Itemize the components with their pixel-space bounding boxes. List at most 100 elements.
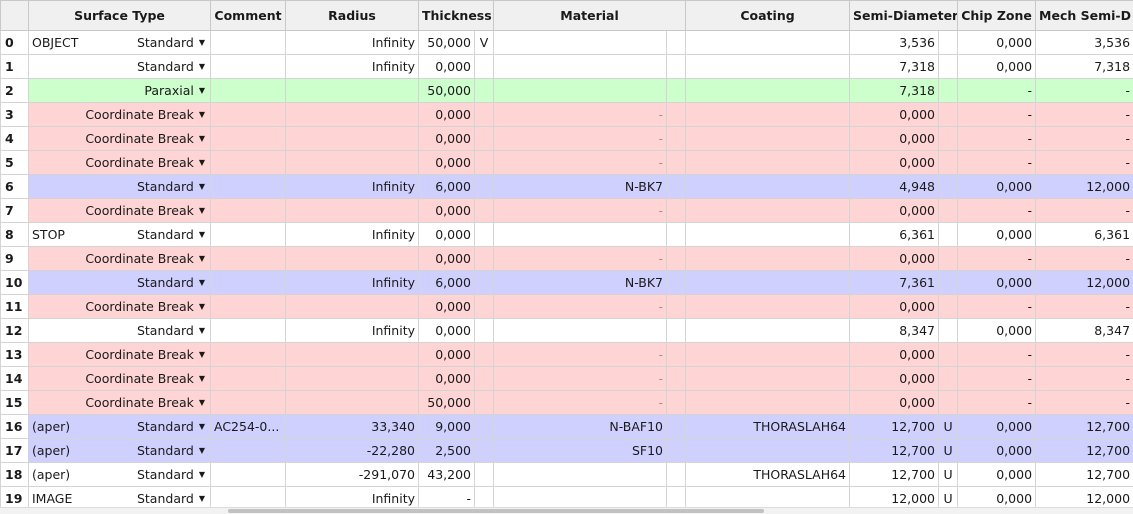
surface-row[interactable]: 11 Coordinate Break ▼ 0,000-0,000- - <box>0 294 1133 319</box>
comment-cell[interactable] <box>210 486 286 511</box>
coating-cell[interactable] <box>685 78 851 103</box>
coating-cell[interactable] <box>685 366 851 391</box>
surface-row[interactable]: 7 Coordinate Break ▼ 0,000-0,000- - <box>0 198 1133 223</box>
material-solve-cell[interactable] <box>666 54 687 79</box>
comment-cell[interactable] <box>210 174 286 199</box>
material-cell[interactable]: - <box>493 366 668 391</box>
mech-semi-diameter-cell[interactable]: 12,000 <box>1035 270 1133 295</box>
mech-semi-diameter-cell[interactable]: - <box>1035 342 1133 367</box>
surface-row[interactable]: 10 Standard ▼ Infinity 6,000 N-BK7 7,361 0,000 1… <box>0 270 1133 295</box>
radius-cell[interactable] <box>285 366 419 391</box>
coating-cell[interactable] <box>685 318 851 343</box>
radius-cell[interactable]: Infinity <box>285 222 419 247</box>
material-cell[interactable]: - <box>493 102 668 127</box>
mech-semi-diameter-cell[interactable]: 8,347 <box>1035 318 1133 343</box>
radius-cell[interactable] <box>285 102 419 127</box>
caret-down-icon[interactable]: ▼ <box>198 230 205 239</box>
chip-zone-cell[interactable]: 0,000 <box>957 270 1037 295</box>
radius-cell[interactable]: Infinity <box>285 270 419 295</box>
comment-cell[interactable] <box>210 102 286 127</box>
radius-cell[interactable] <box>285 78 419 103</box>
corner-cell[interactable] <box>0 0 29 31</box>
comment-cell[interactable] <box>210 294 286 319</box>
radius-cell[interactable] <box>285 126 419 151</box>
material-solve-cell[interactable] <box>666 366 687 391</box>
caret-down-icon[interactable]: ▼ <box>198 62 205 71</box>
surface-type-cell[interactable]: (aper) Standard ▼ <box>28 462 211 487</box>
chip-zone-cell[interactable]: - <box>957 366 1037 391</box>
material-solve-cell[interactable] <box>666 342 687 367</box>
chip-zone-cell[interactable]: - <box>957 126 1037 151</box>
mech-semi-diameter-cell[interactable]: - <box>1035 246 1133 271</box>
thickness-cell[interactable]: 0,000 <box>418 366 475 391</box>
thickness-solve-cell[interactable] <box>473 462 495 487</box>
thickness-cell[interactable]: 43,200 <box>418 462 475 487</box>
surface-type-cell[interactable]: Standard ▼ <box>28 174 211 199</box>
caret-down-icon[interactable]: ▼ <box>198 494 205 503</box>
material-cell[interactable]: - <box>493 126 668 151</box>
caret-down-icon[interactable]: ▼ <box>198 422 205 431</box>
surface-type-cell[interactable]: Coordinate Break ▼ <box>28 102 211 127</box>
thickness-solve-cell[interactable] <box>473 414 495 439</box>
semi-diameter-cell[interactable]: 7,361 <box>849 270 940 295</box>
coating-cell[interactable] <box>685 198 851 223</box>
comment-cell[interactable] <box>210 270 286 295</box>
radius-cell[interactable]: 33,340 <box>285 414 419 439</box>
surface-row[interactable]: 19 IMAGE Standard ▼ Infinity -12,000 U 0,000 12,… <box>0 486 1133 511</box>
semi-diameter-cell[interactable]: 0,000 <box>849 150 940 175</box>
mech-semi-diameter-cell[interactable]: 12,000 <box>1035 486 1133 511</box>
material-cell[interactable]: N-BK7 <box>493 174 668 199</box>
header-radius[interactable]: Radius <box>285 0 419 31</box>
thickness-solve-cell[interactable] <box>473 342 495 367</box>
material-cell[interactable]: N-BAF10 <box>493 414 668 439</box>
header-semi-diameter[interactable]: Semi-Diameter <box>849 0 959 31</box>
comment-cell[interactable]: AC254-0... <box>210 414 286 439</box>
thickness-cell[interactable]: 50,000 <box>418 30 475 55</box>
surface-row[interactable]: 8 STOP Standard ▼ Infinity 0,000 6,361 0,000 6,3… <box>0 222 1133 247</box>
semi-diameter-cell[interactable]: 0,000 <box>849 366 940 391</box>
material-cell[interactable]: SF10 <box>493 438 668 463</box>
chip-zone-cell[interactable]: - <box>957 294 1037 319</box>
material-cell[interactable]: N-BK7 <box>493 270 668 295</box>
surface-number[interactable]: 13 <box>0 342 29 367</box>
chip-zone-cell[interactable]: - <box>957 150 1037 175</box>
material-solve-cell[interactable] <box>666 246 687 271</box>
thickness-cell[interactable]: 0,000 <box>418 222 475 247</box>
chip-zone-cell[interactable]: - <box>957 390 1037 415</box>
coating-cell[interactable] <box>685 222 851 247</box>
semi-diameter-cell[interactable]: 0,000 <box>849 102 940 127</box>
thickness-solve-cell[interactable] <box>473 438 495 463</box>
radius-cell[interactable]: Infinity <box>285 486 419 511</box>
material-solve-cell[interactable] <box>666 414 687 439</box>
comment-cell[interactable] <box>210 222 286 247</box>
mech-semi-diameter-cell[interactable]: - <box>1035 294 1133 319</box>
mech-semi-diameter-cell[interactable]: - <box>1035 390 1133 415</box>
chip-zone-cell[interactable]: - <box>957 342 1037 367</box>
material-solve-cell[interactable] <box>666 102 687 127</box>
chip-zone-cell[interactable]: 0,000 <box>957 222 1037 247</box>
caret-down-icon[interactable]: ▼ <box>198 326 205 335</box>
surface-row[interactable]: 14 Coordinate Break ▼ 0,000-0,000- - <box>0 366 1133 391</box>
thickness-cell[interactable]: 0,000 <box>418 198 475 223</box>
semi-diameter-cell[interactable]: 12,700 <box>849 438 940 463</box>
semi-diameter-cell[interactable]: 8,347 <box>849 318 940 343</box>
material-cell[interactable] <box>493 462 668 487</box>
chip-zone-cell[interactable]: 0,000 <box>957 486 1037 511</box>
comment-cell[interactable] <box>210 30 286 55</box>
coating-cell[interactable]: THORASLAH64 <box>685 414 851 439</box>
semi-diameter-solve-cell[interactable]: U <box>938 438 959 463</box>
caret-down-icon[interactable]: ▼ <box>198 350 205 359</box>
coating-cell[interactable] <box>685 342 851 367</box>
thickness-cell[interactable]: 6,000 <box>418 270 475 295</box>
surface-type-cell[interactable]: Standard ▼ <box>28 54 211 79</box>
chip-zone-cell[interactable]: - <box>957 78 1037 103</box>
surface-type-cell[interactable]: Paraxial ▼ <box>28 78 211 103</box>
surface-type-cell[interactable]: OBJECT Standard ▼ <box>28 30 211 55</box>
surface-number[interactable]: 19 <box>0 486 29 511</box>
semi-diameter-cell[interactable]: 7,318 <box>849 78 940 103</box>
caret-down-icon[interactable]: ▼ <box>198 134 205 143</box>
material-solve-cell[interactable] <box>666 486 687 511</box>
thickness-cell[interactable]: 2,500 <box>418 438 475 463</box>
surface-number[interactable]: 17 <box>0 438 29 463</box>
semi-diameter-solve-cell[interactable]: U <box>938 486 959 511</box>
